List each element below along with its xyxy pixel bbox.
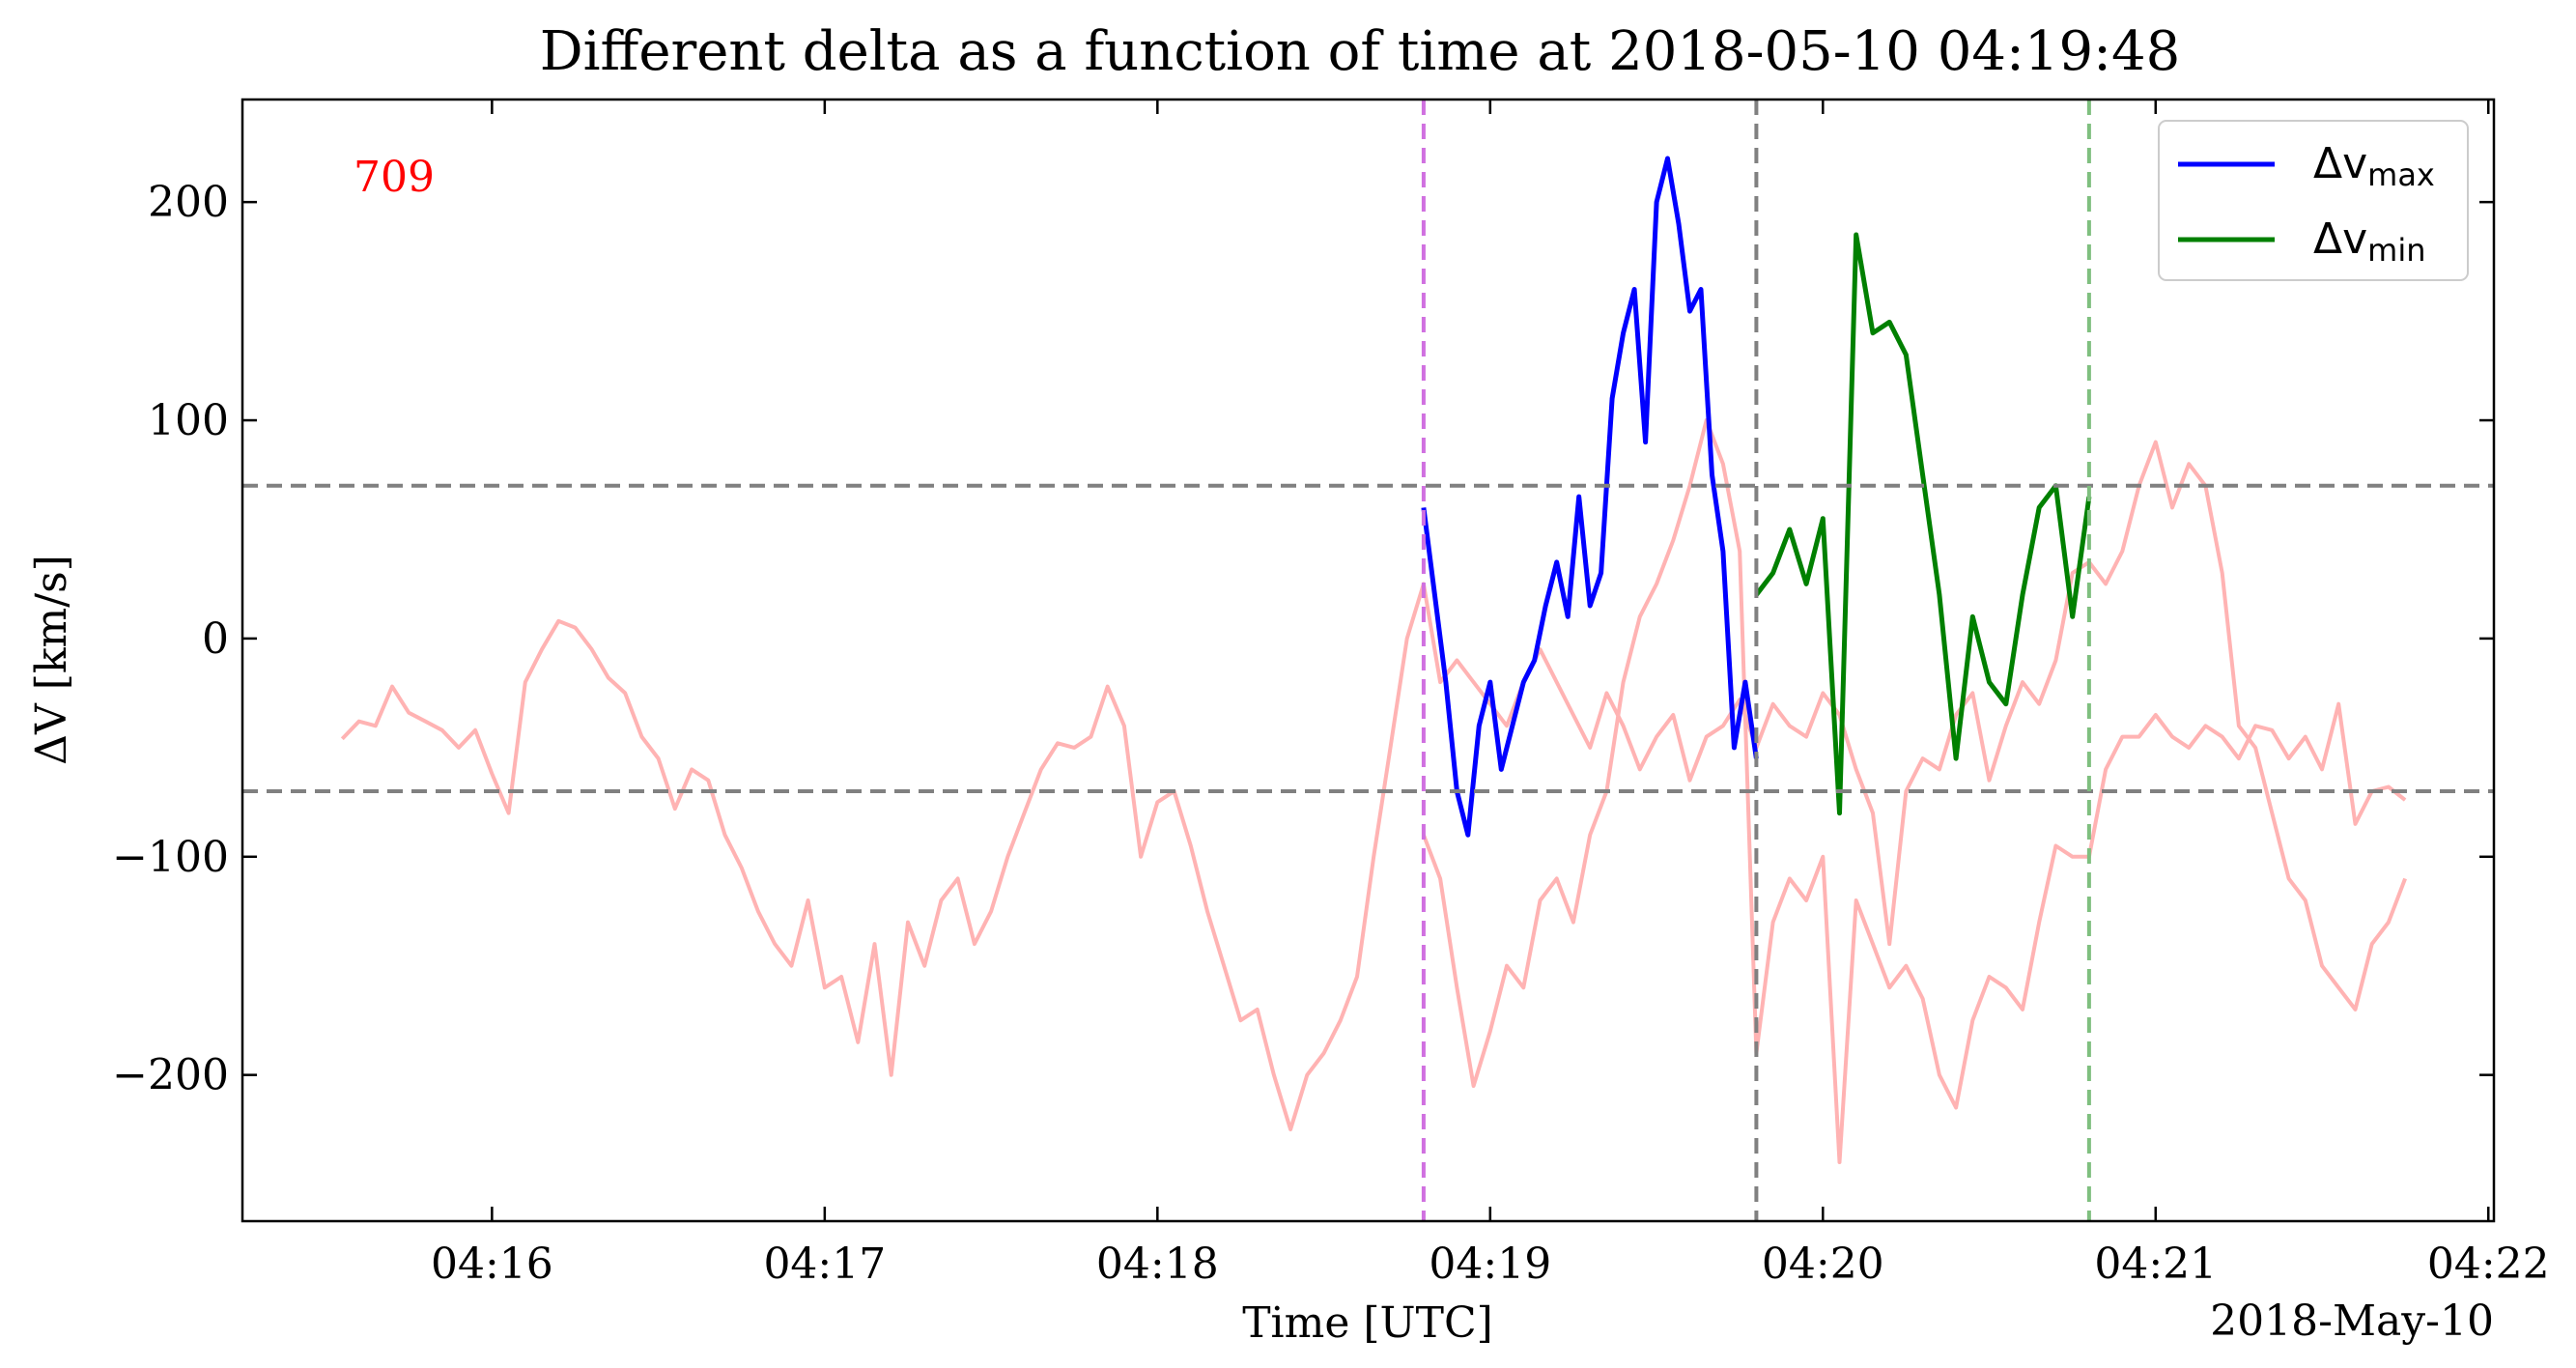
y-tick-label-4: 200	[148, 178, 229, 227]
x-tick-label-3: 04:19	[1429, 1240, 1551, 1289]
y-tick-label-1: −100	[112, 833, 229, 882]
x-axis-label: Time [UTC]	[1242, 1298, 1493, 1348]
legend: Δvmax Δvmin	[2158, 120, 2469, 281]
x-tick-label-6: 04:22	[2427, 1240, 2550, 1289]
legend-label-max-main: Δv	[2313, 139, 2367, 188]
x-tick-labels: 04:16 04:17 04:18 04:19 04:20 04:21 04:22	[431, 1240, 2550, 1289]
y-tick-labels: −200 −100 0 100 200	[112, 178, 229, 1100]
x-tick-label-1: 04:17	[763, 1240, 886, 1289]
y-tick-label-2: 0	[202, 614, 229, 664]
x-offset-label: 2018-May-10	[2210, 1297, 2494, 1346]
plot-frame	[241, 98, 2496, 1223]
x-tick-label-5: 04:21	[2094, 1240, 2217, 1289]
legend-label-max: Δvmax	[2313, 139, 2435, 193]
series-line-max	[1421, 156, 1759, 838]
legend-label-min-main: Δv	[2313, 214, 2367, 264]
legend-label-max-sub: max	[2367, 157, 2435, 193]
reference-lines	[242, 100, 2494, 1221]
series-line-bg_min	[1422, 418, 2407, 1164]
x-tick-label-4: 04:20	[1762, 1240, 1884, 1289]
series-layer	[340, 156, 2407, 1164]
x-tick-label-2: 04:18	[1096, 1240, 1219, 1289]
y-tick-label-0: −200	[112, 1051, 229, 1100]
y-tick-label-3: 100	[148, 396, 229, 445]
chart-title: Different delta as a function of time at…	[540, 20, 2181, 83]
annotation-count: 709	[354, 153, 435, 202]
plot-area	[242, 100, 2494, 1221]
y-axis-label: ΔV [km/s]	[27, 555, 76, 765]
legend-label-min: Δvmin	[2313, 214, 2425, 269]
series-line-bg_max	[340, 440, 2407, 1132]
series-line-min	[1754, 232, 2092, 816]
legend-label-min-sub: min	[2367, 232, 2425, 269]
axis-ticks	[242, 100, 2494, 1221]
x-tick-label-0: 04:16	[431, 1240, 553, 1289]
